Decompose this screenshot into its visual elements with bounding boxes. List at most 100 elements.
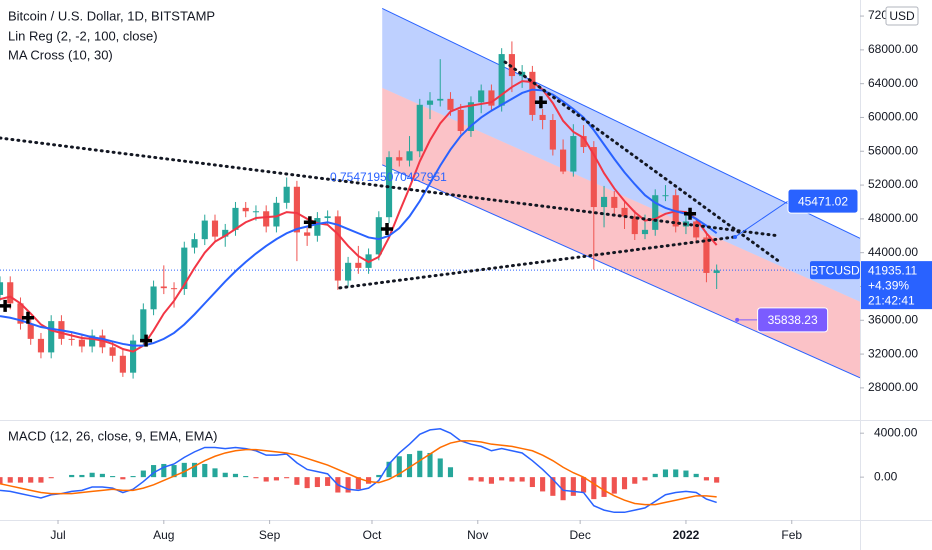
x-tick-label: Oct: [363, 528, 382, 542]
macd-histogram-bar: [417, 450, 423, 478]
x-tick-label: Dec: [569, 528, 590, 542]
y-tick-label: 68000.00: [868, 42, 918, 56]
candle-body: [426, 100, 434, 105]
macd-histogram-bar: [540, 477, 546, 492]
macd-histogram-bar: [48, 477, 54, 479]
x-tick-label: Jul: [50, 528, 65, 542]
macd-histogram-bar: [427, 452, 433, 478]
macd-histogram-bar: [386, 461, 392, 478]
macd-pane: [0, 428, 720, 514]
macd-histogram-bar: [99, 473, 105, 478]
candle-body: [130, 340, 137, 373]
macd-histogram-bar: [181, 462, 187, 478]
ratio-annotation: 0.7547195070427951: [330, 170, 447, 184]
macd-histogram-bar: [468, 477, 474, 481]
macd-histogram-bar: [642, 477, 648, 481]
macd-histogram-bar: [499, 477, 505, 481]
macd-histogram-bar: [488, 477, 494, 484]
candle-body: [447, 98, 454, 110]
candle-body: [693, 221, 700, 238]
macd-histogram-bar: [325, 477, 331, 486]
macd-histogram-bar: [79, 474, 85, 478]
macd-histogram-bar: [140, 470, 146, 478]
macd-histogram-bar: [263, 477, 269, 482]
last-price-change: +4.39%: [868, 278, 909, 292]
candle-body: [37, 338, 45, 353]
ma-cross: [684, 207, 697, 220]
macd-histogram-bar: [447, 467, 454, 478]
candle-body: [375, 217, 382, 255]
trend-line: [503, 60, 782, 264]
price-label-anchor: [735, 317, 740, 322]
candle-body: [181, 247, 188, 290]
macd-histogram-bar: [89, 472, 95, 478]
macd-histogram-bar: [662, 469, 669, 478]
trend-line: [0, 136, 782, 238]
candle-body: [314, 218, 321, 236]
x-tick-label: Feb: [781, 528, 802, 542]
price-label-anchor: [733, 234, 738, 239]
candle-body: [600, 196, 608, 208]
candle-body: [27, 323, 34, 339]
candle-body: [273, 202, 280, 227]
linreg-lower-fill: [382, 87, 860, 378]
candle-body: [140, 309, 147, 341]
candle-body: [201, 220, 208, 240]
candle-body: [283, 186, 290, 203]
macd-histogram-bar: [703, 477, 709, 481]
candle-body: [109, 347, 116, 356]
y-tick-label: 64000.00: [868, 76, 918, 90]
candle-body: [191, 239, 198, 248]
candle-body: [437, 98, 444, 101]
macd-histogram-bar: [28, 477, 34, 483]
symbol-tag-text: BTCUSD: [810, 263, 860, 277]
macd-histogram-bar: [519, 477, 525, 482]
candle-body: [457, 109, 464, 131]
indicator-label: MA Cross (10, 30): [8, 47, 113, 62]
candle-body: [48, 321, 55, 353]
candle-body: [119, 355, 126, 373]
chart-title: Bitcoin / U.S. Dollar, 1D, BITSTAMP: [8, 8, 215, 23]
candle-body: [68, 338, 75, 340]
candle-body: [611, 196, 618, 208]
candle-body: [345, 262, 352, 281]
candle-body: [170, 288, 178, 290]
x-tick-label: Sep: [259, 528, 281, 542]
last-price-box: [861, 261, 932, 310]
macd-histogram-bar: [273, 477, 279, 481]
candle-body: [539, 114, 546, 120]
candle-body: [488, 90, 495, 106]
macd-histogram-bar: [611, 477, 617, 494]
candle-body: [293, 186, 300, 233]
macd-histogram-bar: [366, 477, 372, 484]
macd-histogram-bar: [581, 477, 587, 493]
macd-histogram-bar: [632, 477, 638, 484]
macd-y-tick-label: 4000.00: [874, 425, 918, 439]
candle-body: [160, 286, 167, 289]
macd-histogram-bar: [683, 470, 689, 478]
candle-body: [211, 220, 219, 237]
macd-histogram-bar: [406, 454, 413, 478]
ma-cross: [0, 299, 12, 312]
candle-body: [150, 286, 157, 310]
ma-cross: [140, 334, 153, 347]
macd-histogram-bar: [621, 477, 628, 490]
main-pane: 0.7547195070427951: [0, 8, 860, 379]
macd-histogram-bar: [130, 476, 136, 478]
candle-body: [652, 195, 659, 230]
candle-body: [478, 90, 485, 103]
candle-body: [631, 216, 638, 235]
candle-body: [252, 211, 260, 213]
macd-histogram-bar: [652, 473, 658, 478]
macd-histogram-bar: [570, 477, 576, 496]
candle-body: [7, 282, 14, 304]
candle-body: [498, 54, 505, 106]
price-label-box: [757, 307, 829, 333]
macd-label: MACD (12, 26, close, 9, EMA, EMA): [8, 428, 218, 443]
linreg-upper-line: [382, 8, 860, 239]
ma-cross: [534, 96, 547, 109]
macd-histogram-bar: [17, 477, 24, 483]
y-tick-label: 32000.00: [868, 346, 918, 360]
